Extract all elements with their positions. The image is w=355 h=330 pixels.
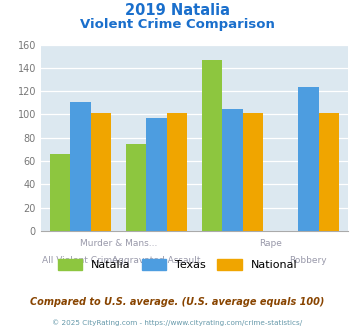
Bar	[222, 109, 242, 231]
Text: Aggravated Assault: Aggravated Assault	[112, 256, 201, 265]
Text: All Violent Crime: All Violent Crime	[43, 256, 118, 265]
Bar	[70, 102, 91, 231]
Text: Violent Crime Comparison: Violent Crime Comparison	[80, 18, 275, 31]
Legend: Natalia, Texas, National: Natalia, Texas, National	[58, 259, 297, 270]
Bar	[242, 113, 263, 231]
Text: Murder & Mans...: Murder & Mans...	[80, 239, 157, 248]
Bar	[126, 144, 146, 231]
Bar	[91, 113, 111, 231]
Bar	[50, 154, 70, 231]
Text: Compared to U.S. average. (U.S. average equals 100): Compared to U.S. average. (U.S. average …	[30, 297, 325, 307]
Text: Robbery: Robbery	[290, 256, 327, 265]
Bar	[166, 113, 187, 231]
Text: © 2025 CityRating.com - https://www.cityrating.com/crime-statistics/: © 2025 CityRating.com - https://www.city…	[53, 319, 302, 326]
Bar	[298, 86, 319, 231]
Bar	[319, 113, 339, 231]
Bar	[146, 118, 166, 231]
Text: Rape: Rape	[259, 239, 282, 248]
Text: 2019 Natalia: 2019 Natalia	[125, 3, 230, 18]
Bar	[202, 60, 222, 231]
